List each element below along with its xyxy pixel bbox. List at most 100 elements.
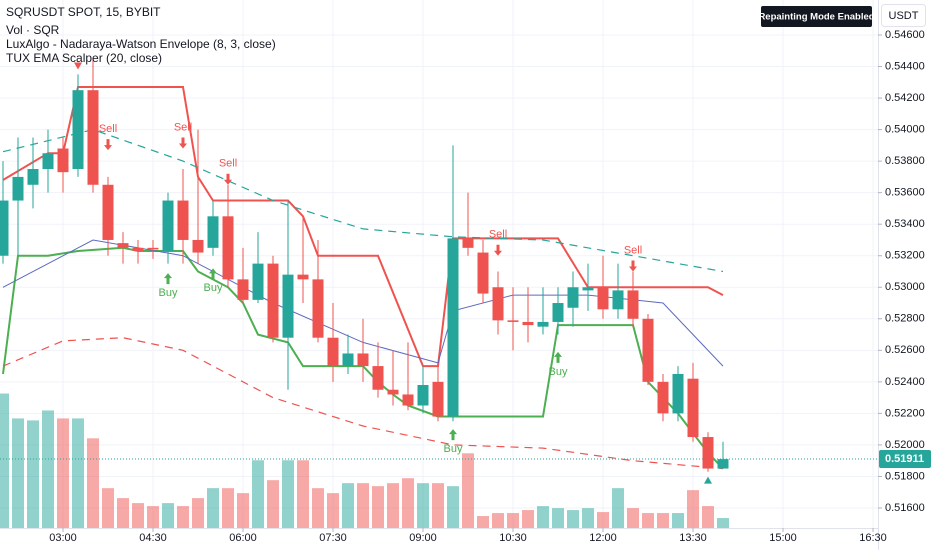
- candle-body: [432, 381, 444, 417]
- signal-label: Sell: [99, 123, 117, 135]
- volume-layer: [0, 393, 729, 528]
- y-tick-label: 0.52200: [885, 407, 925, 419]
- candle-body: [192, 239, 204, 253]
- x-tick-label: 09:00: [409, 532, 437, 544]
- candle-body: [132, 247, 144, 251]
- y-tick-label: 0.52000: [885, 439, 925, 451]
- y-tick-label: 0.53200: [885, 250, 925, 262]
- volume-bar: [0, 393, 9, 528]
- candle-body: [222, 216, 234, 280]
- currency-button[interactable]: [881, 4, 926, 27]
- signal-arrow: [179, 137, 187, 149]
- candle-body: [207, 216, 219, 248]
- x-tick-label: 13:30: [679, 532, 707, 544]
- y-tick-label: 0.52800: [885, 313, 925, 325]
- y-tick-label: 0.52400: [885, 376, 925, 388]
- candle-body: [267, 263, 279, 338]
- candle-body: [537, 321, 549, 327]
- candle-body: [372, 366, 384, 390]
- candle-body: [237, 279, 249, 300]
- grid: [0, 0, 878, 528]
- volume-bar: [27, 420, 39, 528]
- volume-bar: [522, 510, 534, 528]
- volume-bar: [492, 513, 504, 528]
- volume-bar: [342, 483, 354, 528]
- volume-bar: [87, 438, 99, 528]
- candle-body: [252, 263, 264, 300]
- volume-bar: [57, 418, 69, 528]
- candle-body: [87, 90, 99, 185]
- candle-body: [162, 200, 174, 251]
- candle-body: [582, 287, 594, 291]
- volume-bar: [72, 418, 84, 528]
- indicator-line: [2, 337, 724, 470]
- y-tick-label: 0.54600: [885, 29, 925, 41]
- candle-body: [327, 337, 339, 367]
- indicator-line: [2, 128, 724, 273]
- chart-title: SQRUSDT SPOT, 15, BYBIT: [6, 5, 161, 19]
- volume-bar: [147, 506, 159, 528]
- candle-body: [177, 200, 189, 240]
- candle-body: [297, 274, 309, 280]
- volume-bar: [312, 488, 324, 528]
- y-tick-label: 0.53600: [885, 187, 925, 199]
- volume-bar: [387, 483, 399, 528]
- candle-body: [687, 378, 699, 438]
- candle-body: [57, 148, 69, 173]
- last-price-label: 0.51911: [885, 453, 924, 465]
- volume-bar: [567, 510, 579, 528]
- volume-bar: [207, 488, 219, 528]
- signal-arrow: [554, 351, 562, 363]
- candle-body: [447, 238, 459, 417]
- x-tick-label: 04:30: [139, 532, 167, 544]
- volume-bar: [597, 512, 609, 528]
- currency[interactable]: USDT: [889, 10, 919, 22]
- badge-box: [761, 6, 872, 27]
- volume-bar: [132, 503, 144, 528]
- signal-label: Buy: [204, 282, 223, 294]
- volume-bar: [462, 453, 474, 528]
- volume-bar: [267, 480, 279, 528]
- volume-bar: [702, 506, 714, 528]
- candle-body: [102, 184, 114, 240]
- signal-label: Sell: [624, 244, 642, 256]
- y-tick-label: 0.54200: [885, 92, 925, 104]
- x-tick-label: 03:00: [49, 532, 77, 544]
- volume-bar: [687, 490, 699, 528]
- volume-bar: [432, 483, 444, 528]
- x-tick-label: 16:30: [859, 532, 887, 544]
- candle-body: [597, 287, 609, 310]
- y-tick-label: 0.51600: [885, 502, 925, 514]
- signal-label: Buy: [444, 443, 463, 455]
- candle-body: [387, 389, 399, 395]
- y-tick-label: 0.53400: [885, 218, 925, 230]
- signal-label: Sell: [489, 229, 507, 241]
- volume-bar: [372, 486, 384, 528]
- candle-body: [567, 287, 579, 308]
- volume-bar: [552, 508, 564, 528]
- candle-body: [342, 353, 354, 367]
- y-tick-label: 0.51800: [885, 470, 925, 482]
- marker-triangle: [74, 62, 82, 70]
- signal-arrow: [209, 268, 217, 280]
- candle-body: [357, 353, 369, 367]
- indicator-label: TUX EMA Scalper (20, close): [6, 51, 162, 65]
- marker-triangle: [704, 476, 712, 484]
- volume-bar: [477, 516, 489, 528]
- candle-body: [0, 200, 9, 256]
- volume-bar: [402, 478, 414, 528]
- candle-body: [402, 394, 414, 406]
- volume-bar: [297, 460, 309, 528]
- signal-label: Buy: [159, 287, 178, 299]
- volume-bar: [447, 486, 459, 528]
- y-tick-label: 0.53800: [885, 155, 925, 167]
- candle-body: [627, 290, 639, 319]
- candle-body: [717, 459, 729, 469]
- signal-arrow: [629, 260, 637, 272]
- volume-bar: [222, 488, 234, 528]
- candle-body: [492, 287, 504, 321]
- candle-body: [522, 321, 534, 326]
- x-tick-label: 12:00: [589, 532, 617, 544]
- candle-body: [417, 385, 429, 406]
